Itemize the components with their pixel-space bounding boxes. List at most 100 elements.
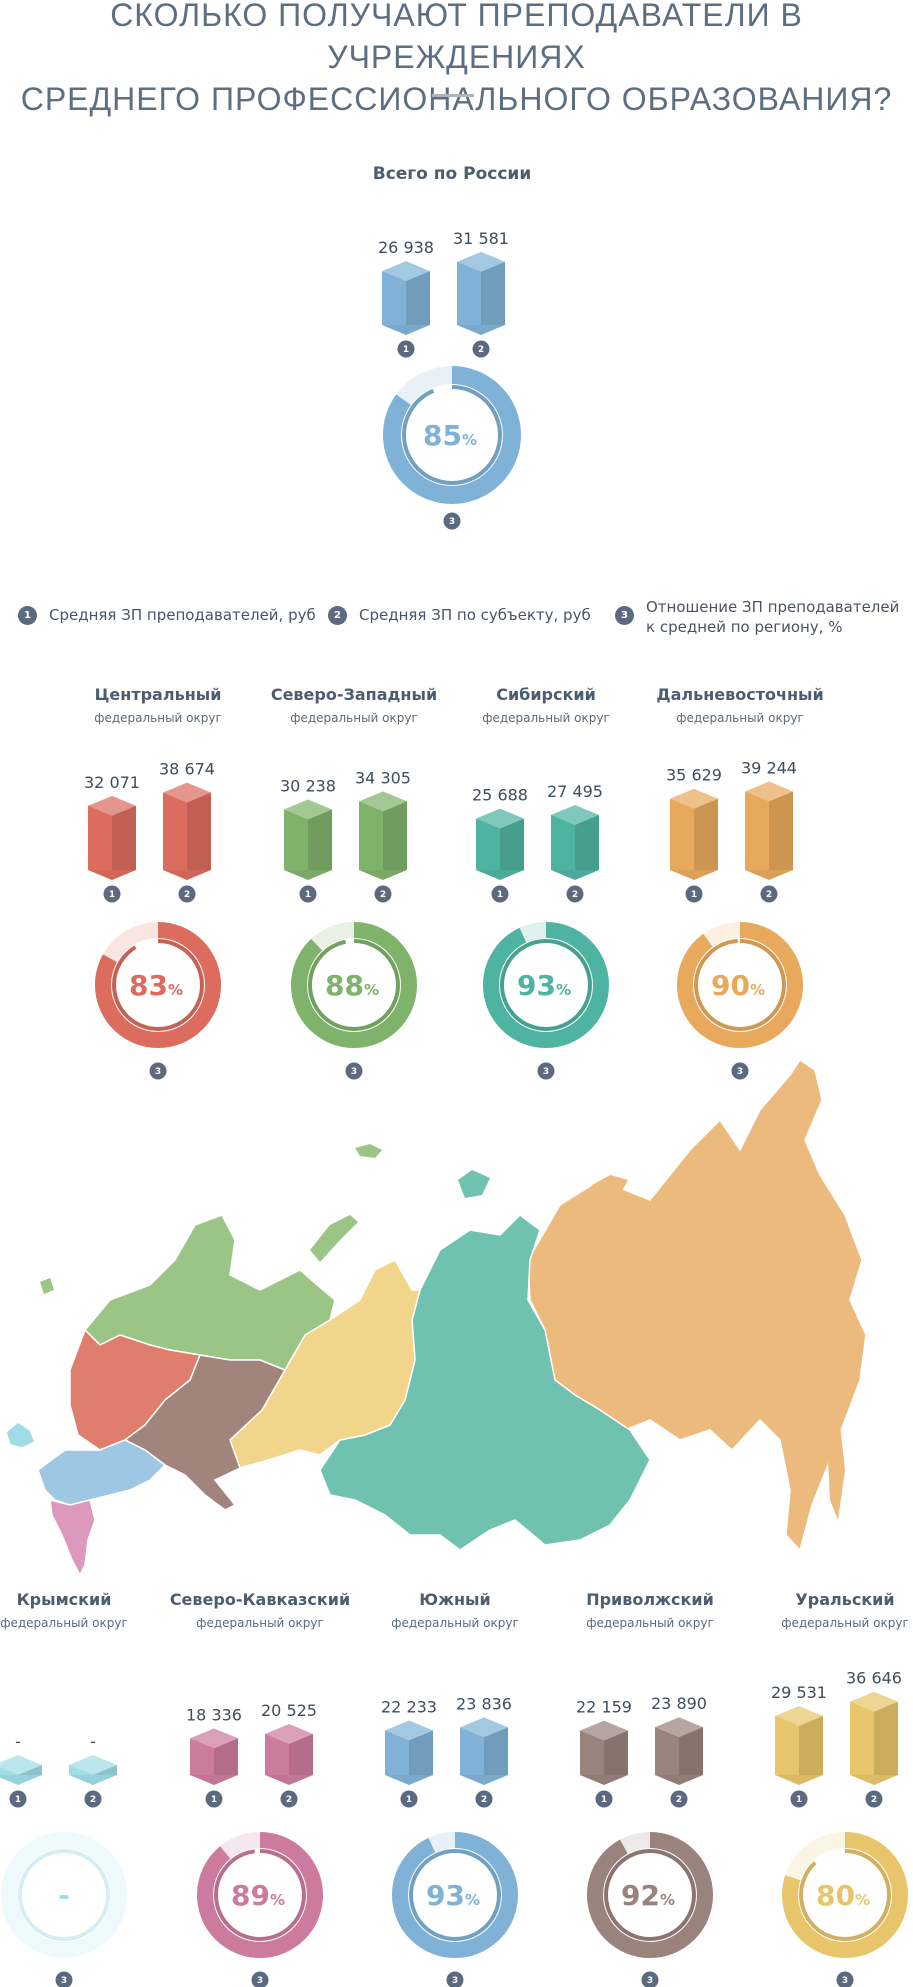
region-subtitle: федеральный округ (0, 1616, 128, 1630)
region-name: Дальневосточный (656, 685, 823, 704)
bar-central-1 (88, 795, 136, 880)
svg-text:3: 3 (543, 1067, 549, 1077)
legend-badge-3: 3 (615, 606, 634, 625)
page-title: СКОЛЬКО ПОЛУЧАЮТ ПРЕПОДАВАТЕЛИ В УЧРЕЖДЕ… (0, 0, 913, 120)
svg-text:2: 2 (481, 1795, 487, 1805)
value-label-total-2: 31 581 (453, 229, 509, 248)
ratio-ring-central: 83% (95, 922, 221, 1048)
badge-ural-1: 1 (790, 1790, 808, 1808)
ratio-label-northwest: 88% (325, 969, 379, 1002)
map-region-northcaucasus (49, 1499, 96, 1577)
value-label-north-caucasus-1: 18 336 (186, 1705, 242, 1724)
ratio-inner-arc-southern (409, 1849, 501, 1941)
legend-item-1: 1 Средняя ЗП преподавателей, руб (18, 606, 316, 625)
ratio-arc-fareast (677, 922, 803, 1048)
region-subtitle: федеральный округ (482, 711, 610, 725)
bar-southern-1 (385, 1720, 433, 1785)
ratio-ring-fareast: 90% (677, 922, 803, 1048)
ratio-ring-southern: 93% (392, 1832, 518, 1958)
ratio-arc-total (383, 366, 521, 504)
badge-volga-3: 3 (641, 1971, 659, 1987)
value-label-crimea-2: - (90, 1732, 96, 1751)
panel-ural: Уральский федеральный округ 29 531 1 36 646 2… (771, 1590, 909, 1987)
bar-volga-2 (655, 1717, 703, 1785)
bar-fareast-1 (670, 788, 718, 880)
svg-text:3: 3 (452, 1976, 458, 1986)
ratio-inner-arc-north-caucasus (214, 1849, 306, 1941)
value-label-central-1: 32 071 (84, 773, 140, 792)
region-name: Центральный (95, 685, 222, 704)
badge-northwest-1: 1 (299, 885, 317, 903)
panel-volga: Приволжский федеральный округ 22 159 1 23 89… (576, 1590, 714, 1987)
russia-federal-districts-map (5, 1058, 867, 1577)
region-name: Уральский (795, 1590, 894, 1609)
value-label-north-caucasus-2: 20 525 (261, 1701, 317, 1720)
bar-volga-1 (580, 1720, 628, 1785)
ratio-arc-ural (782, 1832, 908, 1958)
region-subtitle: федеральный округ (391, 1616, 519, 1630)
value-label-southern-1: 22 233 (381, 1698, 437, 1717)
region-name: Сибирский (496, 685, 596, 704)
value-label-fareast-2: 39 244 (741, 759, 797, 778)
svg-text:1: 1 (403, 345, 409, 355)
panel-central: Центральный федеральный округ 32 071 1 38 67… (84, 685, 222, 1080)
badge-siberian-2: 2 (566, 885, 584, 903)
svg-text:1: 1 (497, 890, 503, 900)
bar-ural-1 (775, 1705, 823, 1785)
ratio-label-north-caucasus: 89% (231, 1879, 285, 1912)
badge-total-1: 1 (397, 340, 415, 358)
map-region-fareast (527, 1058, 867, 1552)
ratio-label-volga: 92% (621, 1879, 675, 1912)
map-island-new-siberian (592, 1175, 628, 1197)
badge-volga-2: 2 (670, 1790, 688, 1808)
value-label-ural-2: 36 646 (846, 1669, 902, 1688)
badge-central-1: 1 (103, 885, 121, 903)
svg-text:2: 2 (90, 1795, 96, 1805)
map-island-sakhalin (828, 1420, 845, 1520)
svg-text:3: 3 (842, 1976, 848, 1986)
svg-text:1: 1 (211, 1795, 217, 1805)
region-subtitle: федеральный округ (586, 1616, 714, 1630)
ratio-ring-total: 85% (383, 366, 521, 504)
map-region-volga (123, 1354, 287, 1511)
svg-text:2: 2 (380, 890, 386, 900)
bar-total-2 (457, 251, 505, 335)
bar-southern-2 (460, 1717, 508, 1785)
bar-total-1 (382, 261, 430, 335)
bar-ural-2 (850, 1691, 898, 1785)
map-island-severnaya-zemlya (458, 1170, 490, 1198)
map-island-svalbard (355, 1144, 382, 1158)
ratio-ring-volga: 92% (587, 1832, 713, 1958)
badge-volga-1: 1 (595, 1790, 613, 1808)
ratio-label-southern: 93% (426, 1879, 480, 1912)
badge-crimea-3: 3 (55, 1971, 73, 1987)
svg-text:2: 2 (871, 1795, 877, 1805)
svg-text:3: 3 (155, 1067, 161, 1077)
page-title-line-1: СКОЛЬКО ПОЛУЧАЮТ ПРЕПОДАВАТЕЛИ В УЧРЕЖДЕ… (110, 0, 803, 75)
ratio-ring-crimea: - (1, 1832, 127, 1958)
ratio-inner-arc-central (112, 939, 204, 1031)
badge-ural-3: 3 (836, 1971, 854, 1987)
ratio-ring-ural: 80% (782, 1832, 908, 1958)
value-label-fareast-1: 35 629 (666, 766, 722, 785)
ratio-arc-siberian (483, 922, 609, 1048)
region-subtitle: федеральный округ (94, 711, 222, 725)
value-label-siberian-1: 25 688 (472, 786, 528, 805)
badge-siberian-1: 1 (491, 885, 509, 903)
ratio-label-central: 83% (129, 969, 183, 1002)
bar-north-caucasus-2 (265, 1723, 313, 1785)
region-name: Северо-Кавказский (170, 1590, 350, 1609)
svg-text:2: 2 (676, 1795, 682, 1805)
svg-text:2: 2 (766, 890, 772, 900)
region-subtitle: федеральный округ (781, 1616, 909, 1630)
ratio-label-crimea: - (58, 1879, 70, 1912)
bar-northwest-1 (284, 799, 332, 880)
badge-fareast-1: 1 (685, 885, 703, 903)
ratio-ring-siberian: 93% (483, 922, 609, 1048)
value-label-volga-2: 23 890 (651, 1694, 707, 1713)
ratio-inner-arc-fareast (694, 939, 786, 1031)
ratio-label-total: 85% (423, 419, 477, 452)
bar-siberian-1 (476, 808, 524, 880)
svg-text:2: 2 (286, 1795, 292, 1805)
